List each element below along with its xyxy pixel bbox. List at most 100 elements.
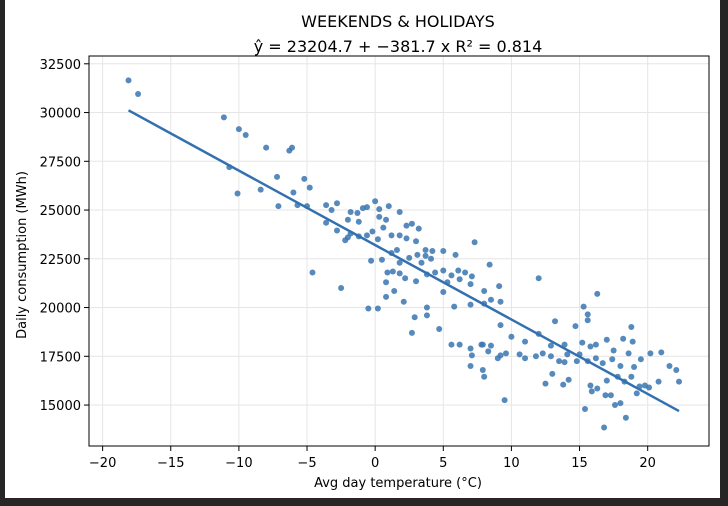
data-point xyxy=(508,333,515,340)
data-point xyxy=(125,77,132,84)
data-point xyxy=(641,382,648,389)
data-point xyxy=(355,218,362,225)
data-point xyxy=(365,305,372,312)
data-point xyxy=(301,175,308,182)
y-tick-label: 27500 xyxy=(40,155,81,170)
data-point xyxy=(676,378,683,385)
data-point xyxy=(468,352,475,359)
data-point xyxy=(344,234,351,241)
data-point xyxy=(631,364,638,371)
data-point xyxy=(547,342,554,349)
data-point xyxy=(487,342,494,349)
x-tick-label: 10 xyxy=(503,456,520,471)
data-point xyxy=(328,207,335,214)
data-point xyxy=(572,323,579,330)
data-point xyxy=(448,272,455,279)
data-point xyxy=(380,224,387,231)
data-point xyxy=(620,335,627,342)
data-point xyxy=(594,290,601,297)
data-point xyxy=(467,345,474,352)
data-point xyxy=(391,287,398,294)
x-tick-label: 20 xyxy=(639,456,656,471)
data-point xyxy=(467,363,474,370)
data-point xyxy=(588,388,595,395)
data-point xyxy=(582,405,588,412)
data-point xyxy=(516,351,523,358)
data-point xyxy=(535,275,542,282)
plot-frame xyxy=(88,55,710,447)
data-point xyxy=(481,287,488,294)
data-point xyxy=(580,303,587,310)
data-point xyxy=(274,173,281,180)
data-point xyxy=(579,339,586,346)
data-point xyxy=(603,336,610,343)
data-point xyxy=(587,382,594,389)
data-point xyxy=(440,248,447,254)
y-tick-label: 22500 xyxy=(40,253,81,268)
data-point xyxy=(497,322,504,329)
x-tick-label: −15 xyxy=(157,456,184,471)
data-point xyxy=(628,324,635,331)
data-point xyxy=(383,279,390,286)
data-point xyxy=(396,232,403,239)
data-point xyxy=(592,341,599,348)
data-point xyxy=(376,206,383,213)
x-tick-label: 5 xyxy=(439,456,447,471)
data-point xyxy=(289,144,296,151)
data-point xyxy=(423,312,430,319)
data-point xyxy=(306,184,313,191)
data-point xyxy=(564,351,571,358)
data-point xyxy=(471,239,478,246)
data-point xyxy=(235,126,242,133)
data-point xyxy=(617,400,624,407)
x-tick-label: −20 xyxy=(89,456,116,471)
x-axis-label: Avg day temperature (°C) xyxy=(314,476,482,491)
data-point xyxy=(309,269,316,276)
regression-line xyxy=(127,109,680,413)
data-point xyxy=(406,254,413,261)
data-point xyxy=(647,350,654,357)
data-point xyxy=(372,198,379,205)
data-point xyxy=(479,366,486,373)
data-point xyxy=(383,216,390,223)
data-point xyxy=(220,114,227,121)
data-point xyxy=(594,385,601,392)
y-tick-label: 15000 xyxy=(40,399,81,414)
data-point xyxy=(363,232,370,239)
data-point xyxy=(539,350,546,357)
data-point xyxy=(481,373,488,380)
data-point xyxy=(290,189,297,196)
data-point xyxy=(413,238,420,245)
data-point xyxy=(487,296,494,303)
data-point xyxy=(422,252,429,259)
x-tick-label: 15 xyxy=(571,456,588,471)
data-point xyxy=(485,348,492,355)
data-point xyxy=(637,356,644,363)
data-point xyxy=(440,288,447,295)
x-tick-label: −10 xyxy=(225,456,252,471)
data-point xyxy=(423,304,430,311)
chart-subtitle: ŷ = 23204.7 + −381.7 x R² = 0.814 xyxy=(254,37,543,56)
data-point xyxy=(522,355,529,362)
data-point xyxy=(455,267,462,274)
data-point xyxy=(354,209,361,216)
data-point xyxy=(549,370,556,377)
data-point xyxy=(607,392,614,399)
data-point xyxy=(403,235,410,242)
y-tick-label: 25000 xyxy=(40,204,81,219)
data-point xyxy=(628,373,635,380)
data-point xyxy=(587,343,594,350)
y-tick-label: 20000 xyxy=(40,302,81,317)
data-point xyxy=(344,216,351,223)
data-point xyxy=(603,377,610,384)
data-point xyxy=(415,225,422,232)
data-point xyxy=(479,341,486,348)
data-point xyxy=(393,247,400,254)
data-point xyxy=(658,349,665,356)
data-point xyxy=(573,358,580,365)
data-point xyxy=(532,353,539,360)
data-point xyxy=(560,381,567,388)
data-point xyxy=(414,251,421,258)
data-point xyxy=(496,283,503,290)
data-point xyxy=(135,91,142,98)
